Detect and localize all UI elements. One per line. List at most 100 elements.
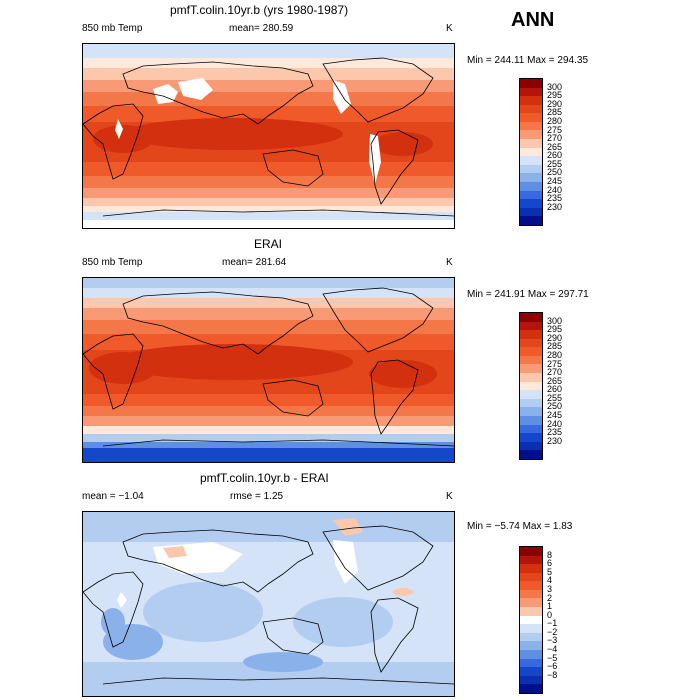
colorbar-level-label: 290 bbox=[547, 332, 563, 343]
colorbar-swatch bbox=[520, 347, 542, 356]
panel1-title: pmfT.colin.10yr.b (yrs 1980-1987) bbox=[170, 3, 349, 17]
colorbar-level-label: 8 bbox=[547, 549, 553, 560]
panel2-mean-label: mean= 281.64 bbox=[222, 257, 287, 268]
colorbar-level-label: 245 bbox=[547, 176, 563, 187]
colorbar-level-label: 1 bbox=[547, 601, 553, 612]
colorbar-level-label: 285 bbox=[547, 107, 563, 118]
panel2-map-svg bbox=[83, 278, 454, 462]
colorbar-swatch bbox=[520, 547, 542, 556]
panel3-map-svg bbox=[83, 512, 454, 696]
colorbar-swatch bbox=[520, 390, 542, 399]
colorbar-swatch bbox=[520, 338, 542, 348]
colorbar-level-label: 3 bbox=[547, 583, 553, 594]
colorbar-level-label: −8 bbox=[547, 669, 558, 680]
panel1-map-svg bbox=[83, 44, 454, 228]
colorbar-swatch bbox=[520, 113, 542, 122]
colorbar-swatch bbox=[520, 615, 542, 625]
panel2-left-label: 850 mb Temp bbox=[82, 257, 143, 268]
colorbar-swatch bbox=[520, 555, 542, 565]
colorbar-swatch bbox=[520, 130, 542, 140]
colorbar-level-label: −2 bbox=[547, 626, 558, 637]
colorbar-level-label: −1 bbox=[547, 618, 558, 629]
colorbar-level-label: 295 bbox=[547, 90, 563, 101]
colorbar-swatch bbox=[520, 321, 542, 331]
panel3-map bbox=[82, 511, 455, 697]
panel2-units: K bbox=[446, 257, 453, 268]
colorbar-swatch bbox=[520, 96, 542, 105]
colorbar-level-label: 255 bbox=[547, 392, 563, 403]
colorbar-swatch bbox=[520, 441, 542, 451]
colorbar-level-label: 280 bbox=[547, 115, 563, 126]
colorbar-level-label: 265 bbox=[547, 141, 563, 152]
colorbar-level-label: 240 bbox=[547, 418, 563, 429]
colorbar-level-label: 235 bbox=[547, 193, 563, 204]
colorbar-swatch bbox=[520, 373, 542, 382]
season-label: ANN bbox=[511, 9, 555, 31]
panel1-colorbar bbox=[519, 78, 543, 226]
colorbar-swatch bbox=[520, 684, 542, 693]
colorbar-swatch bbox=[520, 330, 542, 339]
colorbar-swatch bbox=[520, 398, 542, 408]
colorbar-swatch bbox=[520, 598, 542, 608]
colorbar-swatch bbox=[520, 104, 542, 114]
colorbar-level-label: 0 bbox=[547, 609, 553, 620]
panel2-map bbox=[82, 277, 455, 463]
panel2-minmax: Min = 241.91 Max = 297.71 bbox=[467, 289, 589, 300]
colorbar-swatch bbox=[520, 624, 542, 633]
colorbar-level-label: 270 bbox=[547, 367, 563, 378]
panel2-colorbar bbox=[519, 312, 543, 460]
panel1-left-label: 850 mb Temp bbox=[82, 23, 143, 34]
colorbar-swatch bbox=[520, 79, 542, 88]
colorbar-swatch bbox=[520, 156, 542, 165]
colorbar-swatch bbox=[520, 581, 542, 590]
colorbar-level-label: 2 bbox=[547, 592, 553, 603]
colorbar-swatch bbox=[520, 675, 542, 685]
colorbar-swatch bbox=[520, 364, 542, 374]
colorbar-swatch bbox=[520, 199, 542, 208]
panel2-colorbar-swatches bbox=[520, 313, 542, 459]
colorbar-swatch bbox=[520, 87, 542, 97]
colorbar-swatch bbox=[520, 355, 542, 365]
panel3-mean-label: mean = −1.04 bbox=[82, 491, 144, 502]
colorbar-level-label: 6 bbox=[547, 558, 553, 569]
panel3-colorbar-swatches bbox=[520, 547, 542, 693]
colorbar-swatch bbox=[520, 173, 542, 182]
colorbar-swatch bbox=[520, 649, 542, 659]
colorbar-swatch bbox=[520, 164, 542, 174]
colorbar-level-label: 295 bbox=[547, 324, 563, 335]
colorbar-swatch bbox=[520, 589, 542, 599]
colorbar-swatch bbox=[520, 147, 542, 157]
colorbar-swatch bbox=[520, 121, 542, 131]
colorbar-swatch bbox=[520, 415, 542, 425]
colorbar-level-label: 275 bbox=[547, 358, 563, 369]
colorbar-level-label: 270 bbox=[547, 133, 563, 144]
colorbar-swatch bbox=[520, 424, 542, 434]
colorbar-swatch bbox=[520, 667, 542, 676]
panel1-minmax: Min = 244.11 Max = 294.35 bbox=[467, 55, 589, 66]
colorbar-level-label: 285 bbox=[547, 341, 563, 352]
colorbar-level-label: 245 bbox=[547, 410, 563, 421]
colorbar-level-label: 290 bbox=[547, 98, 563, 109]
colorbar-level-label: 230 bbox=[547, 201, 563, 212]
colorbar-level-label: −6 bbox=[547, 661, 558, 672]
colorbar-level-label: 275 bbox=[547, 124, 563, 135]
colorbar-swatch bbox=[520, 190, 542, 200]
colorbar-level-label: −3 bbox=[547, 635, 558, 646]
panel1-colorbar-swatches bbox=[520, 79, 542, 225]
colorbar-level-label: 250 bbox=[547, 401, 563, 412]
panel3-minmax: Min = −5.74 Max = 1.83 bbox=[467, 521, 573, 532]
colorbar-swatch bbox=[520, 313, 542, 322]
colorbar-level-label: 255 bbox=[547, 158, 563, 169]
colorbar-swatch bbox=[520, 381, 542, 391]
colorbar-level-label: 5 bbox=[547, 566, 553, 577]
colorbar-swatch bbox=[520, 607, 542, 616]
panel1-mean-label: mean= 280.59 bbox=[229, 23, 294, 34]
colorbar-level-label: 280 bbox=[547, 349, 563, 360]
colorbar-level-label: 240 bbox=[547, 184, 563, 195]
colorbar-swatch bbox=[520, 181, 542, 191]
panel1-units: K bbox=[446, 23, 453, 34]
colorbar-level-label: 230 bbox=[547, 435, 563, 446]
colorbar-swatch bbox=[520, 564, 542, 573]
colorbar-swatch bbox=[520, 450, 542, 459]
colorbar-swatch bbox=[520, 433, 542, 442]
